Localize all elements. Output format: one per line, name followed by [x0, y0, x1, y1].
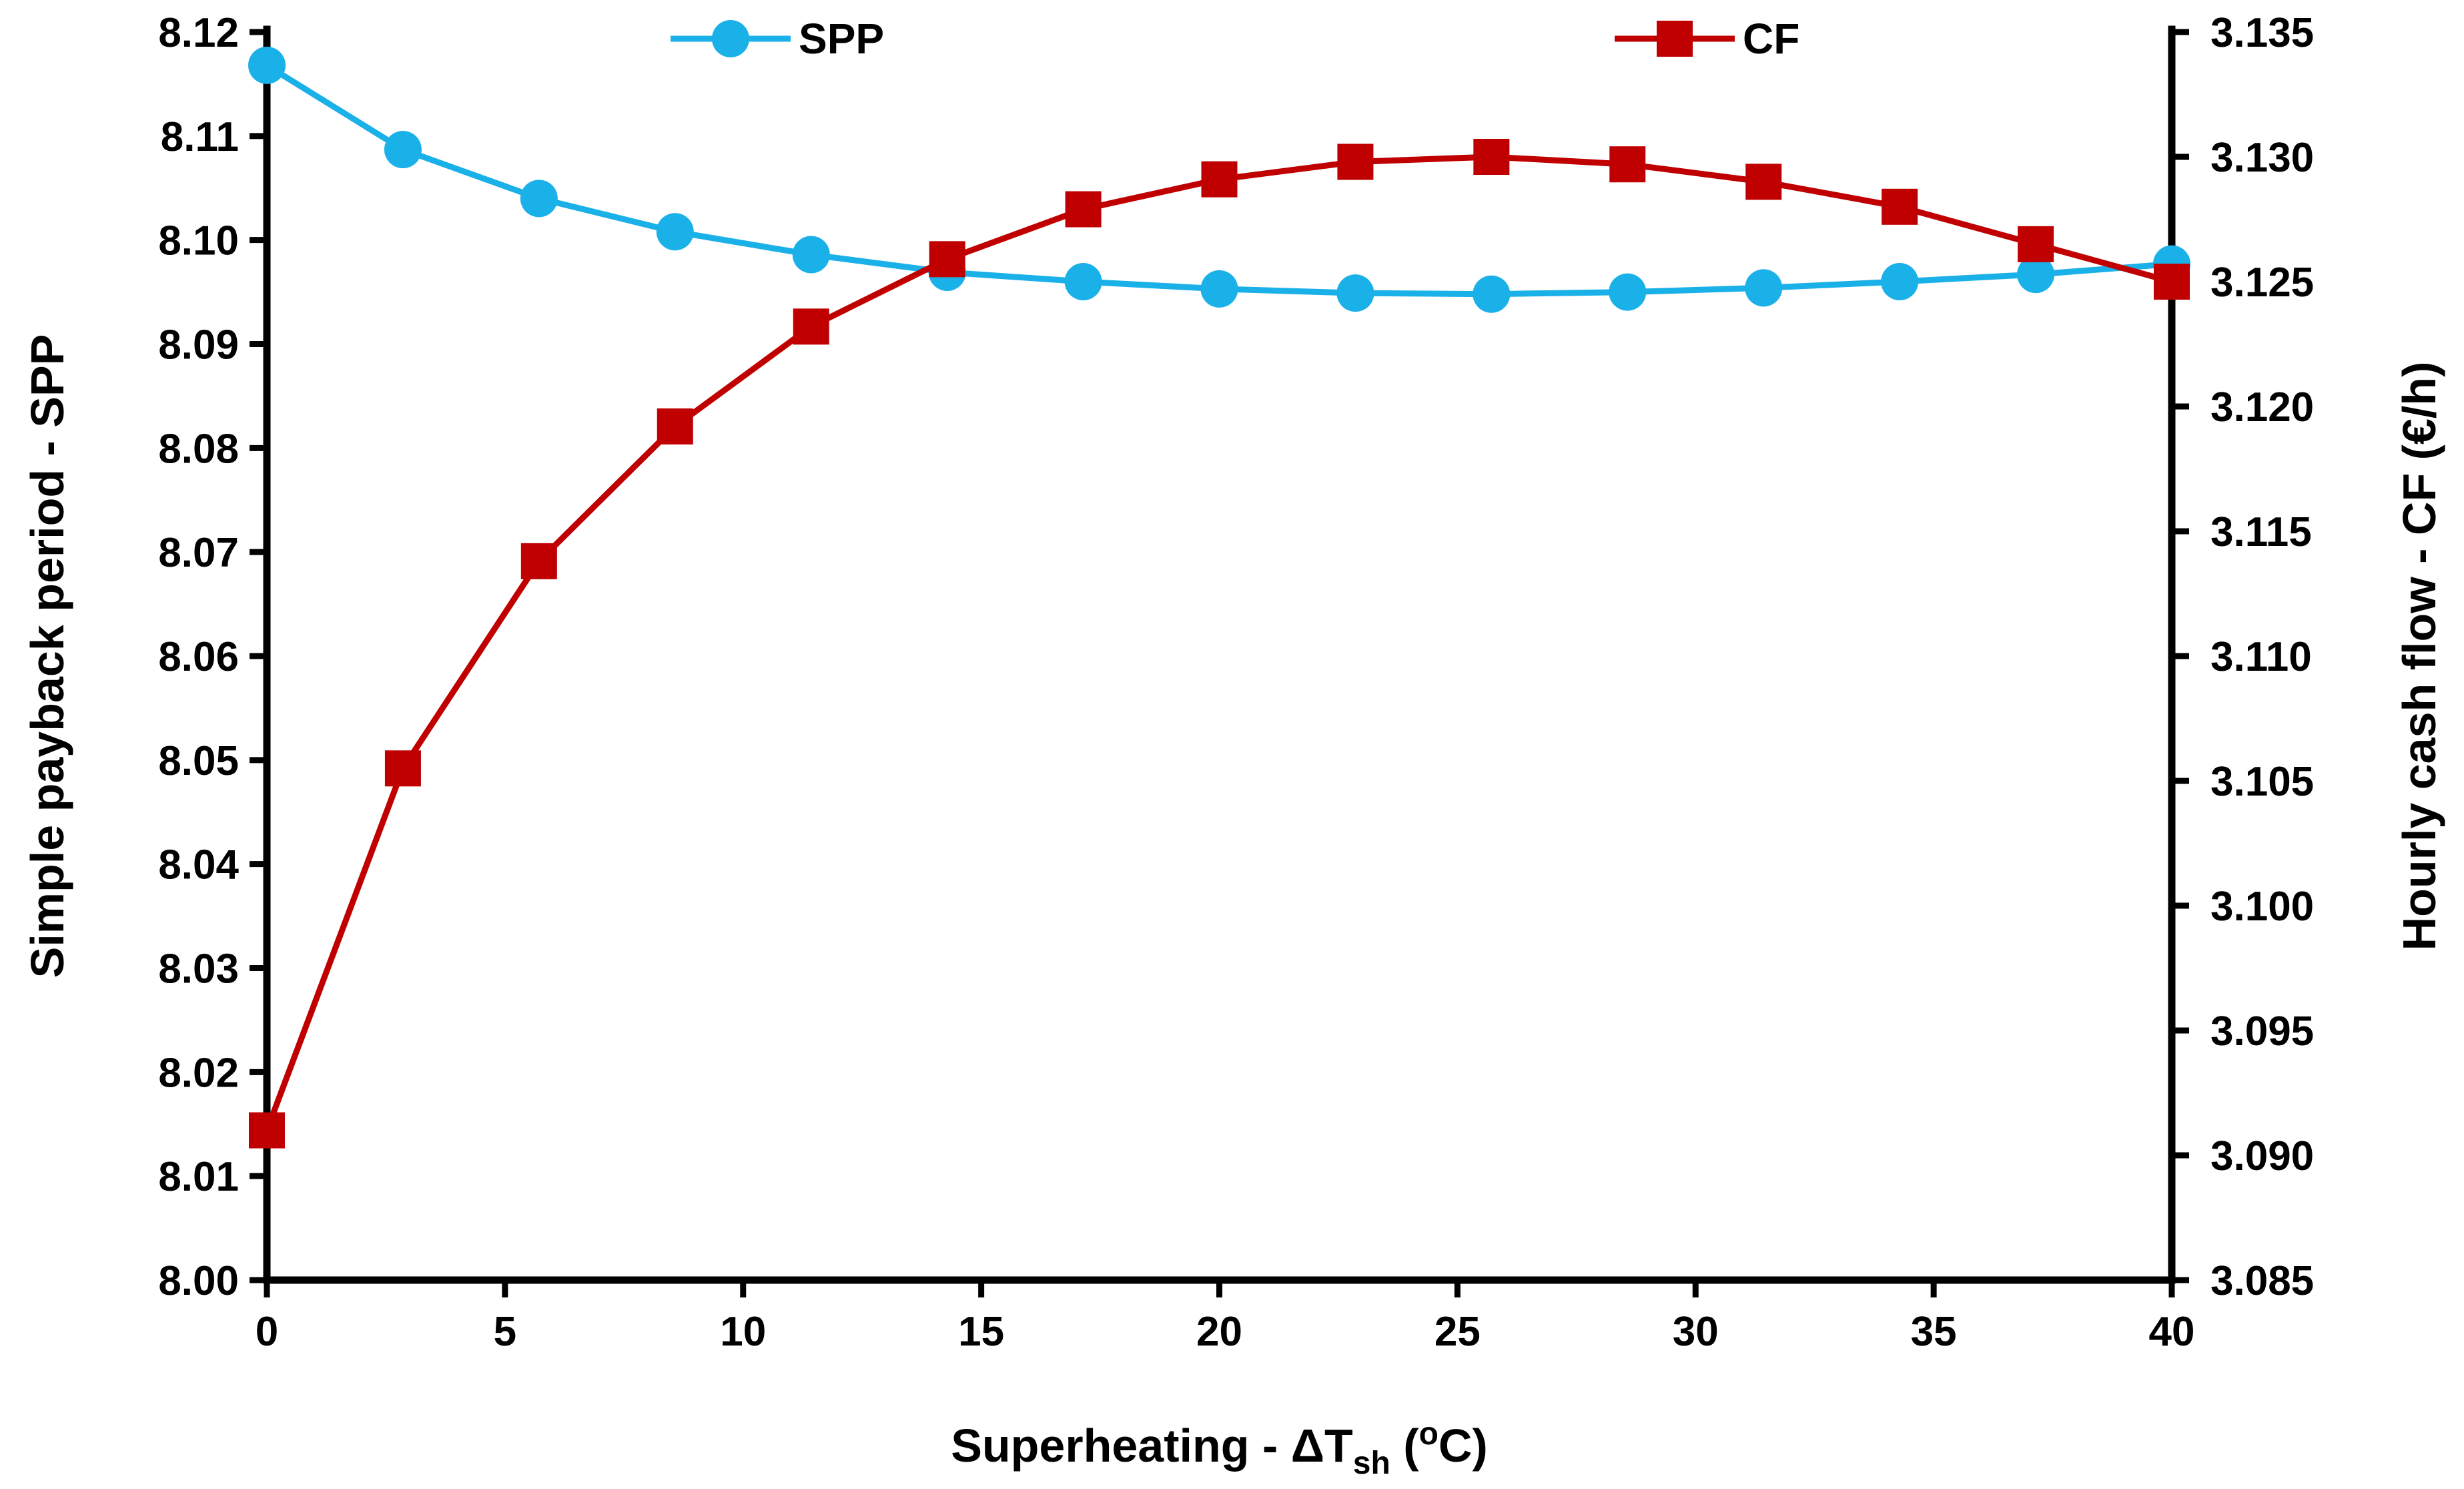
legend-item-cf: CF [1615, 15, 1799, 63]
left-y-tick-label: 8.03 [158, 946, 239, 992]
left-y-axis-title: Simple payback period - SPP [21, 334, 73, 978]
x-tick-label: 40 [2149, 1309, 2195, 1355]
data-point-spp [384, 131, 422, 169]
x-axis-title-subscript: sh [1353, 1446, 1390, 1481]
right-y-tick-label: 3.120 [2210, 384, 2314, 430]
data-point-spp [1064, 263, 1102, 300]
data-point-cf [1473, 139, 1510, 175]
right-y-tick-label: 3.130 [2210, 135, 2314, 181]
left-y-tick-label: 8.04 [158, 842, 239, 888]
left-y-tick-label: 8.10 [158, 218, 239, 264]
right-y-axis-title: Hourly cash flow - CF (€/h) [2393, 362, 2445, 951]
data-point-cf [1201, 161, 1238, 198]
data-point-cf [384, 750, 421, 787]
data-point-spp [1473, 275, 1511, 313]
left-y-tick-label: 8.05 [158, 738, 239, 784]
x-tick-label: 5 [494, 1309, 516, 1355]
x-tick-label: 15 [958, 1309, 1004, 1355]
right-y-tick-label: 3.095 [2210, 1008, 2314, 1055]
left-y-tick-label: 8.07 [158, 530, 239, 576]
data-point-cf [1745, 164, 1782, 200]
data-point-spp [1745, 269, 1783, 307]
left-y-tick-label: 8.12 [158, 10, 239, 56]
data-point-spp [1609, 273, 1647, 311]
right-y-tick-label: 3.100 [2210, 884, 2314, 930]
data-point-cf [520, 543, 557, 579]
legend-item-spp: SPP [671, 15, 884, 63]
x-tick-label: 20 [1196, 1309, 1242, 1355]
data-point-cf [1609, 146, 1646, 183]
x-tick-label: 30 [1673, 1309, 1719, 1355]
x-tick-label: 25 [1434, 1309, 1481, 1355]
x-axis-title: Superheating - ΔTsh (oC) [951, 1416, 1488, 1481]
legend-label-spp: SPP [799, 15, 884, 63]
x-tick-label: 0 [256, 1309, 278, 1355]
series-cf [249, 139, 2190, 1149]
data-point-cf [1065, 191, 1102, 228]
right-y-tick-label: 3.105 [2210, 759, 2314, 805]
x-axis-title-main: Superheating - ΔT [951, 1420, 1353, 1472]
left-y-tick-label: 8.09 [158, 322, 239, 368]
series-spp [248, 46, 2190, 313]
legend-marker-spp [712, 20, 749, 57]
data-point-cf [793, 308, 829, 345]
right-y-tick-label: 3.115 [2210, 509, 2312, 555]
data-point-spp [2017, 256, 2055, 294]
left-y-tick-label: 8.01 [158, 1154, 239, 1200]
data-point-spp [656, 213, 694, 251]
right-y-tick-label: 3.090 [2210, 1133, 2314, 1179]
left-y-tick-label: 8.02 [158, 1050, 239, 1096]
right-y-tick-label: 3.125 [2210, 260, 2314, 306]
data-point-spp [1336, 274, 1374, 312]
data-point-spp [248, 46, 286, 84]
data-point-spp [1200, 270, 1238, 308]
plot-series [248, 46, 2190, 1149]
data-point-spp [520, 180, 558, 218]
data-point-cf [2154, 264, 2190, 300]
data-point-spp [792, 236, 830, 274]
right-y-tick-label: 3.110 [2210, 634, 2312, 680]
legend: SPP CF [671, 15, 1799, 63]
data-point-cf [2018, 226, 2054, 262]
left-y-tick-label: 8.11 [161, 114, 239, 160]
data-point-cf [1882, 188, 1918, 225]
data-point-cf [1337, 143, 1374, 180]
legend-label-cf: CF [1743, 15, 1799, 63]
legend-marker-cf [1657, 21, 1693, 57]
left-y-tick-label: 8.00 [158, 1258, 239, 1304]
data-point-cf [249, 1112, 285, 1149]
x-axis-title-paren: ( [1390, 1420, 1419, 1472]
data-point-spp [1881, 263, 1919, 300]
data-point-cf [929, 241, 965, 278]
x-tick-label: 10 [720, 1309, 766, 1355]
left-y-tick-label: 8.06 [158, 634, 239, 680]
x-tick-label: 35 [1911, 1309, 1957, 1355]
right-y-tick-label: 3.135 [2210, 10, 2314, 56]
left-y-tick-label: 8.08 [158, 426, 239, 472]
x-axis-title-unit: C) [1439, 1420, 1488, 1472]
axes: 8.00 8.01 8.02 8.03 8.04 8.05 8.06 8.07 8.08 8.09… [158, 10, 2314, 1355]
data-point-cf [657, 408, 693, 444]
right-y-tick-label: 3.085 [2210, 1258, 2314, 1304]
axis-titles: Superheating - ΔTsh (oC) Simple payback … [21, 334, 2445, 1481]
x-axis-title-superscript: o [1419, 1416, 1439, 1452]
